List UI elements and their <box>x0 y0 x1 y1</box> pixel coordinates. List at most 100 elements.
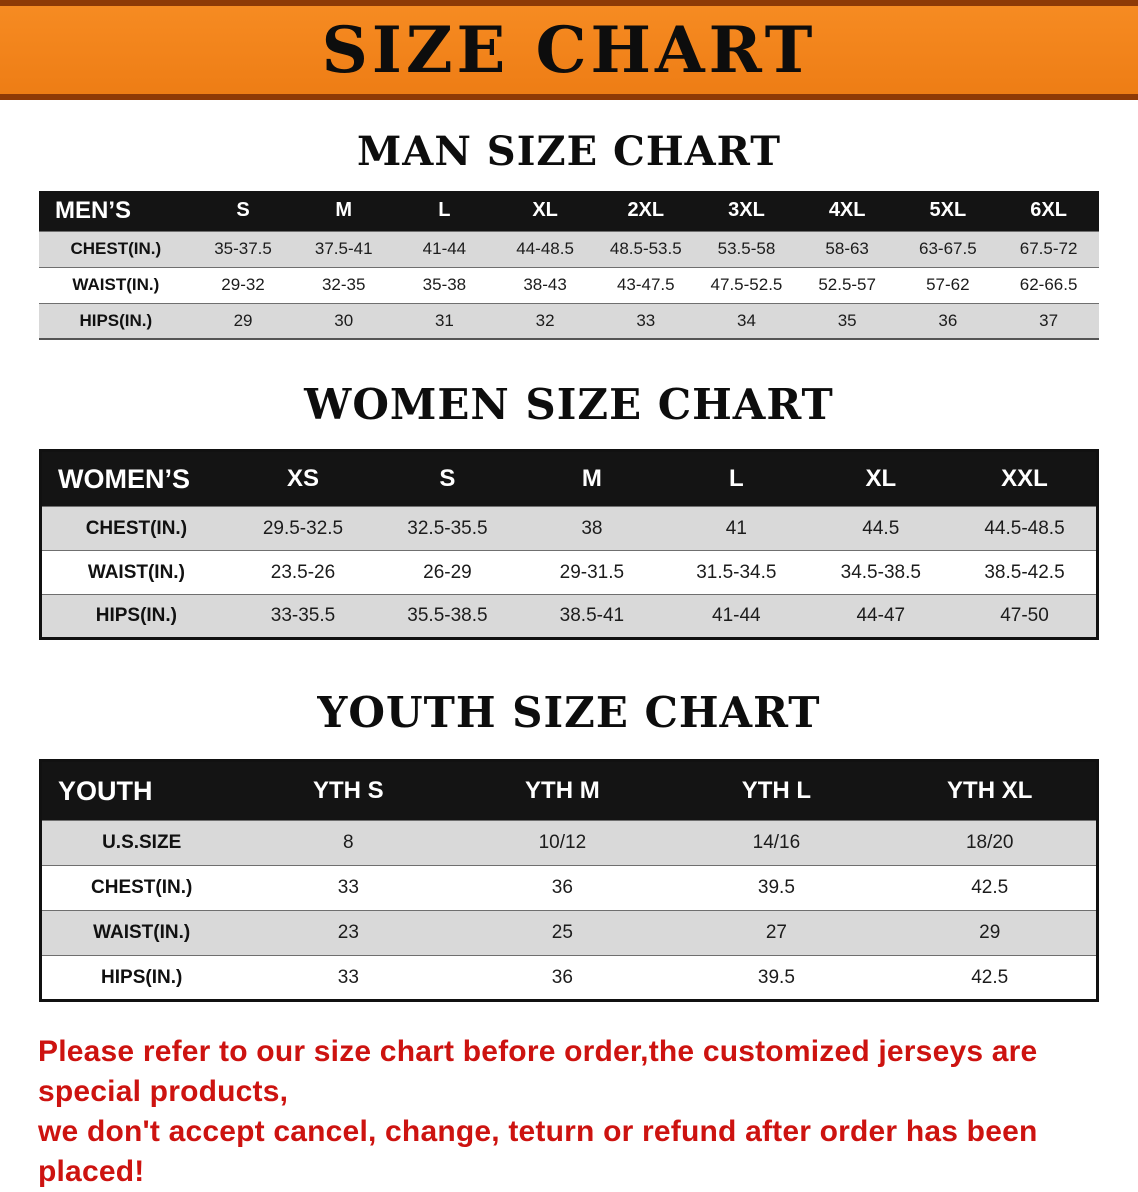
measurement-label: CHEST(IN.) <box>39 230 193 267</box>
youth-size-section: YOUTH SIZE CHART YOUTH YTH S YTH M YTH L YTH… <box>0 688 1138 1002</box>
youth-size-table: YOUTH YTH S YTH M YTH L YTH XL U.S.SIZE 8 10/12… <box>39 759 1099 1002</box>
measurement-value: 32-35 <box>293 266 395 303</box>
measurement-label: HIPS(IN.) <box>39 302 193 339</box>
table-header-row: MEN’S S M L XL 2XL 3XL 4XL 5XL 6XL <box>39 191 1099 231</box>
size-column-header: YTH M <box>455 760 670 821</box>
measurement-value: 30 <box>293 302 395 339</box>
size-column-header: XS <box>230 450 376 507</box>
measurement-value: 29-32 <box>192 266 294 303</box>
measurement-value: 14/16 <box>669 820 884 866</box>
measurement-value: 34 <box>696 302 797 339</box>
size-column-header: 3XL <box>696 191 797 231</box>
measurement-value: 57-62 <box>897 266 999 303</box>
measurement-value: 32.5-35.5 <box>375 506 520 551</box>
measurement-row: WAIST(IN.) 29-32 32-35 35-38 38-43 43-47.5 47.… <box>39 266 1099 303</box>
size-column-header: 6XL <box>998 191 1099 231</box>
measurement-value: 62-66.5 <box>998 266 1099 303</box>
measurement-value: 63-67.5 <box>897 230 999 267</box>
measurement-value: 38 <box>519 506 665 551</box>
measurement-label: CHEST(IN.) <box>40 506 231 551</box>
measurement-row: CHEST(IN.) 33 36 39.5 42.5 <box>40 865 1098 911</box>
measurement-value: 32 <box>494 302 596 339</box>
disclaimer-line-2: we don't accept cancel, change, teturn o… <box>38 1114 1038 1188</box>
measurement-label: U.S.SIZE <box>40 820 242 866</box>
page-title: SIZE CHART <box>321 12 817 88</box>
measurement-value: 29-31.5 <box>519 550 665 595</box>
measurement-value: 38.5-41 <box>519 594 665 639</box>
measurement-value: 18/20 <box>883 820 1098 866</box>
size-column-header: XXL <box>953 450 1098 507</box>
measurement-value: 8 <box>241 820 456 866</box>
measurement-value: 33-35.5 <box>230 594 376 639</box>
measurement-value: 26-29 <box>375 550 520 595</box>
size-column-header: 4XL <box>796 191 898 231</box>
table-header-row: YOUTH YTH S YTH M YTH L YTH XL <box>40 760 1098 821</box>
measurement-value: 29 <box>883 910 1098 956</box>
table-group-label: MEN’S <box>39 191 193 231</box>
order-disclaimer: Please refer to our size chart before or… <box>38 1032 1100 1192</box>
youth-chart-heading: YOUTH SIZE CHART <box>317 688 821 737</box>
measurement-value: 33 <box>241 955 456 1001</box>
measurement-value: 67.5-72 <box>998 230 1099 267</box>
measurement-value: 29 <box>192 302 294 339</box>
measurement-value: 38-43 <box>494 266 596 303</box>
measurement-value: 44.5 <box>808 506 954 551</box>
measurement-row: WAIST(IN.) 23 25 27 29 <box>40 910 1098 956</box>
measurement-value: 47-50 <box>953 594 1098 639</box>
measurement-value: 41 <box>664 506 809 551</box>
size-column-header: M <box>293 191 395 231</box>
measurement-value: 31.5-34.5 <box>664 550 809 595</box>
table-header-row: WOMEN’S XS S M L XL XXL <box>40 450 1098 507</box>
measurement-row: HIPS(IN.) 33 36 39.5 42.5 <box>40 955 1098 1001</box>
size-column-header: 2XL <box>595 191 697 231</box>
measurement-value: 47.5-52.5 <box>696 266 797 303</box>
size-column-header: YTH S <box>241 760 456 821</box>
measurement-value: 41-44 <box>394 230 495 267</box>
measurement-value: 37.5-41 <box>293 230 395 267</box>
measurement-value: 35-38 <box>394 266 495 303</box>
measurement-value: 36 <box>897 302 999 339</box>
size-column-header: YTH L <box>669 760 884 821</box>
measurement-value: 41-44 <box>664 594 809 639</box>
measurement-label: HIPS(IN.) <box>40 955 242 1001</box>
men-size-table: MEN’S S M L XL 2XL 3XL 4XL 5XL 6XL CHEST(IN.) 35-37… <box>39 191 1099 340</box>
size-column-header: L <box>394 191 495 231</box>
measurement-value: 38.5-42.5 <box>953 550 1098 595</box>
measurement-value: 42.5 <box>883 865 1098 911</box>
measurement-value: 36 <box>455 865 670 911</box>
measurement-value: 23.5-26 <box>230 550 376 595</box>
size-column-header: XL <box>494 191 596 231</box>
women-size-table: WOMEN’S XS S M L XL XXL CHEST(IN.) 29.5-32.5 32.5… <box>39 449 1099 640</box>
size-column-header: S <box>192 191 294 231</box>
measurement-label: CHEST(IN.) <box>40 865 242 911</box>
women-size-section: WOMEN SIZE CHART WOMEN’S XS S M L XL XXL CHEST(… <box>0 380 1138 640</box>
men-size-section: MAN SIZE CHART MEN’S S M L XL 2XL 3XL 4XL 5XL 6XL… <box>0 128 1138 340</box>
measurement-row: HIPS(IN.) 33-35.5 35.5-38.5 38.5-41 41-44 44-… <box>40 594 1098 639</box>
measurement-value: 35.5-38.5 <box>375 594 520 639</box>
measurement-value: 44-48.5 <box>494 230 596 267</box>
measurement-value: 33 <box>595 302 697 339</box>
measurement-value: 23 <box>241 910 456 956</box>
measurement-row: WAIST(IN.) 23.5-26 26-29 29-31.5 31.5-34.5 34… <box>40 550 1098 595</box>
measurement-row: CHEST(IN.) 29.5-32.5 32.5-35.5 38 41 44.5 44.5… <box>40 506 1098 551</box>
men-chart-heading: MAN SIZE CHART <box>357 128 781 175</box>
measurement-value: 29.5-32.5 <box>230 506 376 551</box>
size-chart-banner: SIZE CHART <box>0 0 1138 100</box>
measurement-label: WAIST(IN.) <box>40 550 231 595</box>
women-chart-heading: WOMEN SIZE CHART <box>304 380 834 429</box>
measurement-value: 25 <box>455 910 670 956</box>
size-column-header: L <box>664 450 809 507</box>
measurement-value: 37 <box>998 302 1099 339</box>
measurement-value: 48.5-53.5 <box>595 230 697 267</box>
measurement-value: 33 <box>241 865 456 911</box>
table-group-label: YOUTH <box>40 760 242 821</box>
measurement-row: CHEST(IN.) 35-37.5 37.5-41 41-44 44-48.5 48.5… <box>39 230 1099 267</box>
measurement-label: WAIST(IN.) <box>39 266 193 303</box>
measurement-value: 44.5-48.5 <box>953 506 1098 551</box>
measurement-label: HIPS(IN.) <box>40 594 231 639</box>
measurement-value: 39.5 <box>669 955 884 1001</box>
size-column-header: 5XL <box>897 191 999 231</box>
measurement-value: 44-47 <box>808 594 954 639</box>
measurement-value: 58-63 <box>796 230 898 267</box>
size-column-header: S <box>375 450 520 507</box>
